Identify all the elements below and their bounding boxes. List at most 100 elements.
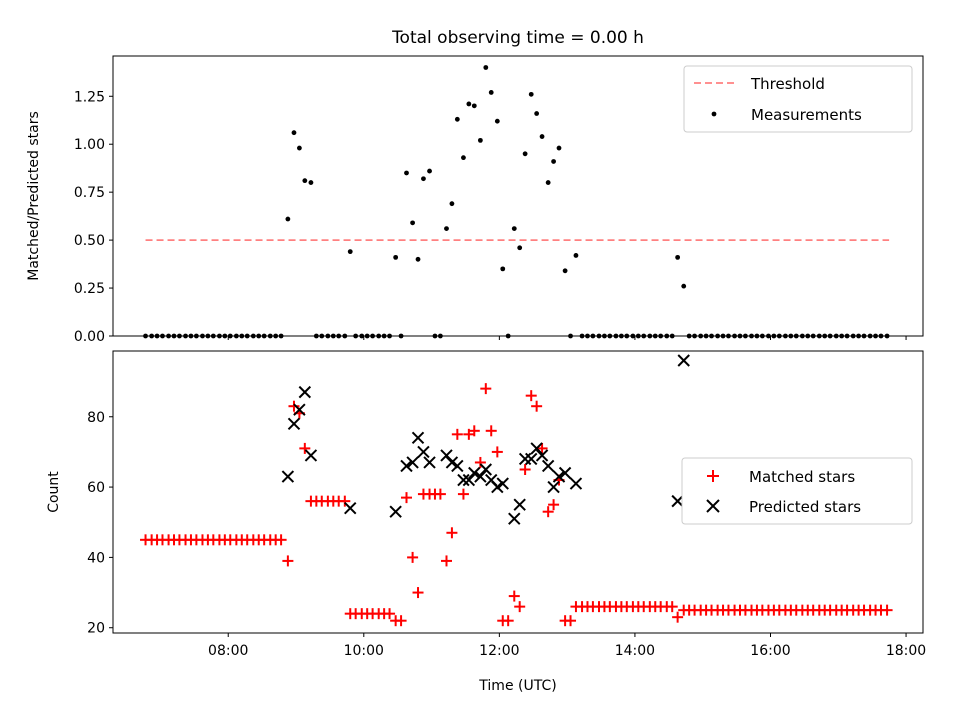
threshold-legend-label: Threshold	[750, 75, 825, 93]
x-stroke-b	[530, 442, 543, 455]
measurement-point	[539, 134, 545, 139]
x-stroke-b	[462, 473, 476, 487]
matched-star-marker	[434, 488, 446, 500]
matched-star-marker	[542, 506, 554, 518]
predicted-star-marker	[423, 456, 436, 469]
predicted-star-marker	[440, 449, 453, 462]
predicted-star-marker	[411, 431, 425, 445]
matched-star-marker	[536, 442, 548, 454]
x-stroke-b	[298, 385, 312, 399]
x-tick-label: 18:00	[886, 643, 926, 659]
count-legend: Matched stars Predicted stars	[681, 457, 913, 525]
ratio-legend-box	[683, 65, 913, 133]
matched-star-marker	[514, 601, 526, 613]
matched-legend-swatch	[707, 470, 719, 482]
measurement-point	[675, 254, 681, 260]
y-tick-label: 1.25	[74, 89, 105, 105]
predicted-star-marker	[445, 456, 459, 469]
measurement-point	[449, 201, 455, 207]
matched-star-marker	[339, 495, 351, 507]
measurement-point	[471, 103, 477, 109]
predicted-star-marker	[304, 449, 318, 462]
measurement-point	[528, 91, 534, 97]
x-stroke-b	[677, 354, 690, 367]
x-stroke-b	[569, 477, 583, 490]
predicted-star-marker	[508, 512, 521, 525]
measurement-point	[534, 111, 540, 116]
measurement-point	[454, 116, 460, 122]
matched-star-marker	[384, 608, 396, 620]
predicted-star-marker	[406, 456, 419, 469]
predicted-star-marker	[677, 354, 690, 367]
measurement-point	[681, 283, 687, 289]
x-stroke-b	[508, 512, 521, 525]
x-stroke-b	[344, 501, 357, 515]
predicted-legend-label: Predicted stars	[749, 498, 861, 516]
measurement-point	[427, 168, 432, 174]
measurement-point	[551, 159, 556, 164]
x-tick-label: 10:00	[344, 643, 384, 659]
measurement-point	[517, 245, 523, 251]
x-stroke-b	[496, 477, 509, 490]
predicted-star-marker	[530, 442, 543, 455]
matched-star-marker	[400, 492, 412, 504]
x-stroke-b	[281, 470, 295, 483]
x-stroke-b	[417, 445, 430, 459]
measurement-point	[511, 226, 517, 232]
measurement-point	[562, 268, 568, 274]
measurement-point	[461, 155, 466, 161]
predicted-star-marker	[513, 498, 526, 511]
predicted-star-marker	[496, 477, 509, 490]
predicted-star-marker	[671, 494, 684, 508]
ratio-axes-frame	[112, 55, 924, 337]
y-tick-label: 40	[87, 550, 105, 566]
measurement-point	[494, 118, 500, 124]
x-stroke-b	[491, 480, 504, 494]
figure-title: Total observing time = 0.00 h	[391, 28, 644, 48]
y-tick-label: 20	[87, 621, 105, 637]
matched-star-marker	[666, 601, 678, 613]
ratio-axis-ticks: 0.00 0.25 0.50 0.75 1.00 1.25	[74, 89, 907, 345]
x-tick-label: 16:00	[750, 643, 790, 659]
measurement-point	[483, 65, 489, 70]
predicted-star-marker	[535, 449, 549, 462]
matched-star-marker	[531, 400, 543, 412]
matched-star-marker	[440, 555, 452, 567]
measurement-point	[500, 266, 506, 272]
measurement-point	[415, 256, 421, 262]
measurement-point	[404, 170, 409, 176]
matched-star-marker	[468, 425, 480, 437]
predicted-star-marker	[558, 466, 572, 480]
predicted-star-marker	[457, 473, 470, 487]
measurement-point	[291, 130, 297, 136]
measurement-point	[393, 254, 399, 260]
y-tick-label: 0.50	[74, 233, 105, 249]
measurement-point	[410, 220, 415, 226]
x-stroke-b	[468, 466, 481, 480]
y-tick-label: 80	[87, 410, 105, 426]
measurements-legend-label: Measurements	[751, 106, 862, 124]
predicted-star-marker	[298, 385, 312, 399]
count-legend-box	[681, 457, 913, 525]
measurement-point	[308, 180, 314, 185]
predicted-star-marker	[518, 452, 532, 466]
x-stroke-b	[513, 498, 526, 511]
x-stroke-b	[457, 473, 470, 487]
y-tick-label: 60	[87, 480, 105, 496]
measurement-point	[285, 216, 291, 222]
count-axis-ticks: 20 40 60 80 08:00 10:00 12:00 14:00 16:00 18:00	[87, 410, 926, 659]
matched-star-marker	[519, 463, 531, 475]
x-stroke-b	[485, 473, 498, 487]
measurements-legend-swatch	[711, 111, 717, 117]
matched-star-marker	[282, 555, 294, 567]
predicted-star-marker	[293, 403, 306, 416]
y-tick-label: 1.00	[74, 137, 105, 153]
x-stroke-b	[479, 463, 493, 476]
x-stroke-b	[287, 417, 301, 430]
x-stroke-b	[552, 470, 566, 483]
measurement-point	[488, 90, 494, 95]
matched-star-marker	[395, 615, 407, 627]
measurement-point	[573, 253, 579, 258]
predicted-star-marker	[468, 466, 481, 480]
